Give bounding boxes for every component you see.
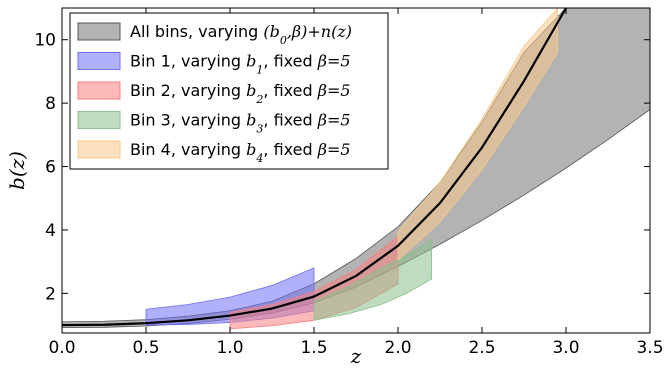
legend-swatch [77,22,121,41]
legend: All bins, varying (b0,β)+n(z) Bin 1, vary… [69,12,389,170]
legend-swatch [77,111,121,129]
legend-label: Bin 1, varying b1, fixed β=5 [130,52,351,77]
legend-label: All bins, varying (b0,β)+n(z) [130,22,352,47]
y-axis-ticks: 2 4 6 8 10 [34,31,650,304]
x-tick-label: 1.0 [216,338,243,358]
x-axis-ticks: 0.0 0.5 1.0 1.5 2.0 2.5 3.0 3.5 [48,8,664,358]
y-tick-label: 4 [45,221,56,241]
x-tick-label: 2.0 [384,338,411,358]
legend-swatch [77,140,121,159]
y-axis-label: b(z) [5,151,29,190]
legend-entry-bin-3: Bin 3, varying b3, fixed β=5 [77,111,351,136]
x-tick-label: 1.5 [300,338,327,358]
legend-label: Bin 2, varying b2, fixed β=5 [130,81,351,106]
x-tick-label: 2.5 [468,338,495,358]
legend-label: Bin 4, varying b4, fixed β=5 [130,140,351,165]
plot-frame [61,7,651,334]
x-tick-label: 0.5 [132,338,159,358]
legend-entry-bin-2: Bin 2, varying b2, fixed β=5 [77,81,351,106]
legend-entry-bin-4: Bin 4, varying b4, fixed β=5 [77,140,351,165]
central-bias-curve [62,8,567,327]
legend-entry-bin-1: Bin 1, varying b1, fixed β=5 [77,52,351,77]
legend-swatch [77,52,121,70]
x-tick-label: 3.5 [636,338,663,358]
legend-label: Bin 3, varying b3, fixed β=5 [130,111,351,136]
x-axis-label: z [350,344,362,367]
legend-entry-all-bins: All bins, varying (b0,β)+n(z) [77,22,352,47]
y-tick-label: 8 [45,94,56,114]
plot-curve [62,8,567,327]
legend-swatch [77,81,121,100]
band-bin-3 [313,238,433,321]
band-bin-4 [397,8,558,261]
x-tick-label: 3.0 [552,338,579,358]
plot-areas [62,8,650,330]
legend-box [69,12,389,170]
x-tick-label: 0.0 [48,338,75,358]
y-tick-label: 10 [34,31,56,51]
y-tick-label: 6 [45,158,56,178]
y-tick-label: 2 [45,284,56,304]
